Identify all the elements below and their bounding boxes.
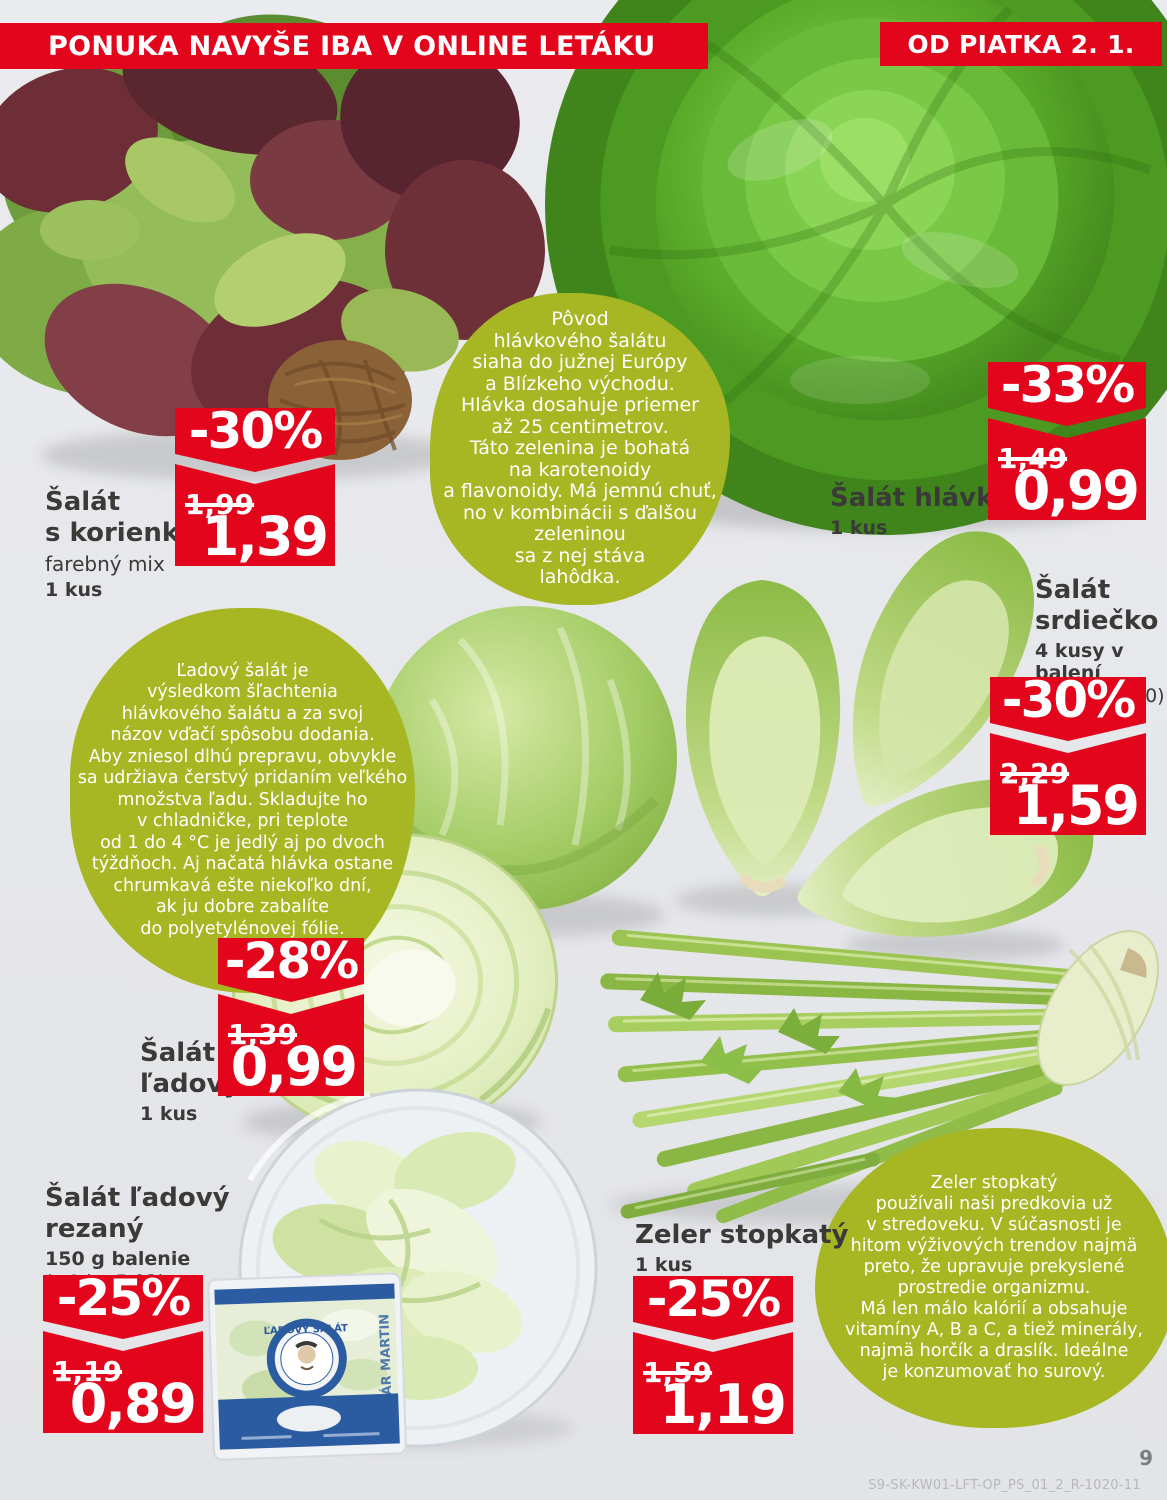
- price-badge-salat-ladovy-rezany: -25% 1,19 0,89: [43, 1275, 203, 1433]
- discount-value: -25%: [646, 1270, 781, 1328]
- new-price: 0,89: [69, 1372, 197, 1435]
- discount-tag: -30%: [990, 677, 1146, 741]
- new-price: 0,99: [230, 1035, 358, 1098]
- product-unit: 1 kus: [635, 1254, 693, 1276]
- discount-tag: -25%: [633, 1276, 793, 1340]
- package-label: ĽADOVÝ ŠALÁT: [263, 1321, 348, 1337]
- discount-tag: -28%: [218, 938, 364, 1002]
- info-bubble-text: Pôvod hlávkového šalátu siaha do južnej …: [443, 308, 717, 589]
- price-tag: 1,19 0,89: [43, 1331, 203, 1433]
- price-badge-salat-hlavkovy: -33% 1,49 0,99: [988, 362, 1146, 520]
- product-name: Šalát srdiečko: [1035, 575, 1159, 636]
- product-name: Zeler stopkatý: [635, 1220, 849, 1250]
- product-unit: 1 kus: [140, 1103, 198, 1125]
- info-bubble-head-lettuce: Pôvod hlávkového šalátu siaha do južnej …: [430, 293, 730, 605]
- new-price: 1,19: [659, 1373, 787, 1436]
- info-bubble-iceberg: Ľadový šalát je výsledkom šľachtenia hlá…: [70, 608, 415, 993]
- photo-zeler-stopkaty: [600, 929, 1159, 1225]
- price-tag: 1,39 0,99: [218, 994, 364, 1096]
- price-tag: 2,29 1,59: [990, 733, 1146, 835]
- price-badge-salat-ladovy: -28% 1,39 0,99: [218, 938, 364, 1096]
- price-tag: 1,99 1,39: [175, 464, 335, 566]
- price-tag: 1,49 0,99: [988, 418, 1146, 520]
- old-price: 1,19: [53, 1355, 123, 1388]
- validity-badge: OD PIATKA 2. 1.: [880, 22, 1162, 66]
- old-price: 1,39: [228, 1018, 298, 1051]
- photo-salat-srdiecko: [675, 503, 1111, 973]
- discount-value: -33%: [1000, 356, 1135, 414]
- page-code: S9-SK-KW01-LFT-OP_PS_01_2_R-1020-11: [868, 1478, 1141, 1493]
- info-bubble-celery: Zeler stopkatý používali naši predkovia …: [815, 1128, 1167, 1428]
- product-label-salat-s-korienkami: Šalát s korienkami farebný mix 1 kus: [45, 487, 233, 601]
- photo-ladovy-salat-package: ĽADOVÝ ŠALÁT FARMÁR MARTIN: [207, 1272, 407, 1461]
- product-label-salat-hlavkovy: Šalát hlávkový 1 kus: [830, 483, 1044, 539]
- old-price: 1,59: [643, 1356, 713, 1389]
- page-number: 9: [1139, 1446, 1153, 1470]
- new-price: 1,59: [1012, 774, 1140, 837]
- package-brand: FARMÁR MARTIN: [376, 1314, 396, 1436]
- product-unit: 1 kus: [830, 517, 888, 539]
- price-tag: 1,59 1,19: [633, 1332, 793, 1434]
- price-badge-salat-s-korienkami: -30% 1,99 1,39: [175, 408, 335, 566]
- discount-value: -28%: [224, 932, 359, 990]
- discount-value: -25%: [56, 1269, 191, 1327]
- old-price: 1,49: [998, 442, 1068, 475]
- info-bubble-text: Zeler stopkatý používali naši predkovia …: [844, 1173, 1143, 1382]
- validity-badge-text: OD PIATKA 2. 1.: [907, 29, 1135, 59]
- new-price: 1,39: [201, 505, 329, 568]
- price-badge-salat-srdiecko: -30% 2,29 1,59: [990, 677, 1146, 835]
- product-unit: 150 g balenie: [45, 1248, 191, 1270]
- info-bubble-text: Ľadový šalát je výsledkom šľachtenia hlá…: [77, 660, 408, 939]
- discount-tag: -30%: [175, 408, 335, 472]
- product-unit: 1 kus: [45, 579, 103, 601]
- product-name: Šalát hlávkový: [830, 483, 1045, 513]
- new-price: 0,99: [1012, 459, 1140, 522]
- online-offer-banner: PONUKA NAVYŠE IBA V ONLINE LETÁKU: [0, 23, 708, 69]
- discount-tag: -33%: [988, 362, 1146, 426]
- price-badge-zeler-stopkaty: -25% 1,59 1,19: [633, 1276, 793, 1434]
- old-price: 2,29: [1000, 757, 1070, 790]
- online-offer-banner-text: PONUKA NAVYŠE IBA V ONLINE LETÁKU: [48, 30, 656, 62]
- old-price: 1,99: [185, 488, 255, 521]
- product-name: Šalát ľadový rezaný: [45, 1183, 230, 1244]
- discount-value: -30%: [188, 402, 323, 460]
- product-variant: farebný mix: [45, 552, 165, 576]
- product-label-zeler-stopkaty: Zeler stopkatý 1 kus: [635, 1220, 849, 1276]
- discount-value: -30%: [1001, 671, 1136, 729]
- discount-tag: -25%: [43, 1275, 203, 1339]
